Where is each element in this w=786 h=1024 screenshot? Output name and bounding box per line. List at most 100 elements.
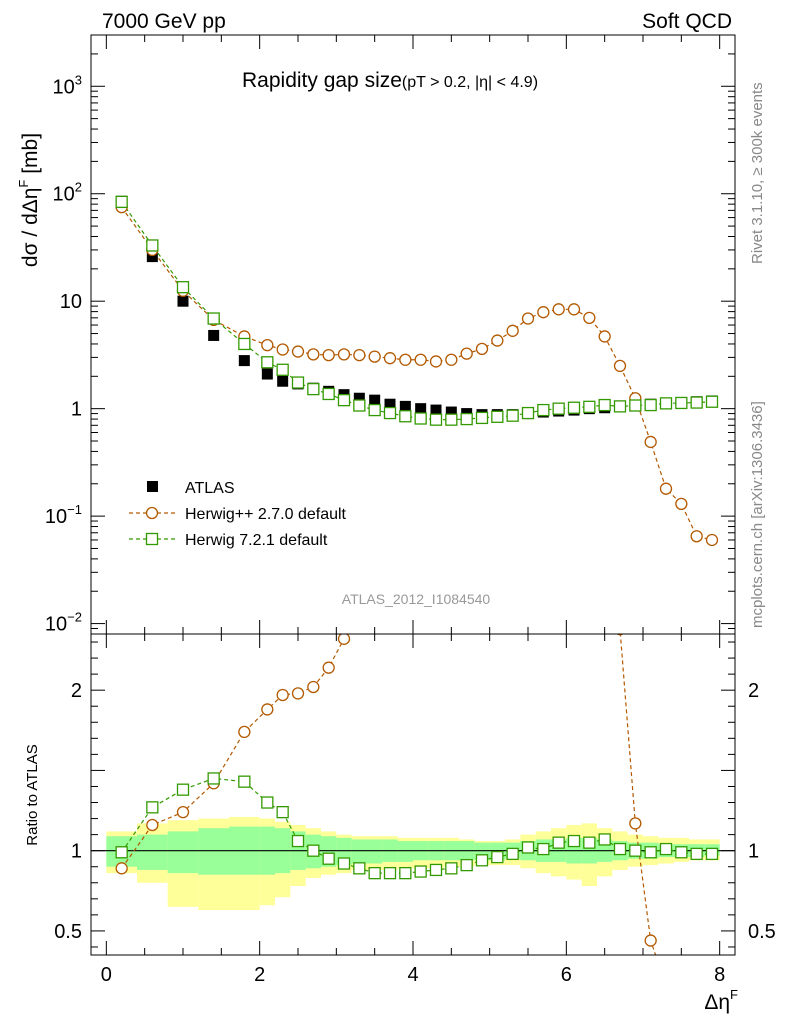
point-herwig-2-7-0-default [383,352,397,365]
process-label: Soft QCD [642,10,732,33]
legend-label-atlas: ATLAS [185,480,235,497]
point-atlas [146,251,158,263]
ratio-point-herwig-7-2-1-default [276,806,289,819]
ratio-point-herwig-7-2-1-default [414,865,427,878]
ratio-point-herwig-7-2-1-default [675,846,688,859]
ratio-point-herwig-7-2-1-default [690,847,703,861]
ratio-y-tick-label-right: 0.5 [748,921,776,943]
ratio-point-herwig-7-2-1-default [146,801,159,814]
ratio-point-herwig-7-2-1-default [491,850,504,864]
axis-tick-labels: 0 2 4 6 8 10−2 10−1 1 10 102 103 0.5 0.5 1 1 2 2 [45,72,776,986]
ratio-point-herwig-2-7-0-default [307,680,320,694]
point-herwig-2-7-0-default [491,334,504,347]
ratio-point-herwig-7-2-1-default [261,796,274,809]
y-tick-label: 10−2 [45,610,82,636]
x-axis-label-sup: F [730,987,738,1002]
ratio-point-herwig-2-7-0-default [276,688,289,702]
main-series-layer [115,195,719,547]
ratio-point-herwig-7-2-1-default [583,836,596,849]
ratio-point-herwig-2-7-0-default [261,703,274,716]
ratio-point-herwig-7-2-1-default [115,846,128,859]
plot-title: Rapidity gap size(pT > 0.2, |η| < 4.9) [242,69,538,92]
ratio-point-herwig-7-2-1-default [460,858,473,872]
analysis-label: ATLAS_2012_I1084540 [342,591,491,607]
plot-title-main: Rapidity gap size [242,69,402,92]
ratio-point-herwig-7-2-1-default [291,834,305,848]
point-herwig-7-2-1-default [322,387,335,401]
ratio-y-axis-label: Ratio to ATLAS [24,744,41,845]
point-herwig-2-7-0-default [583,311,596,324]
point-herwig-7-2-1-default [276,363,289,376]
series-line-herwig-7-2-1-default [121,201,713,421]
point-herwig-2-7-0-default [276,343,289,356]
point-herwig-2-7-0-default [705,533,719,547]
x-tick-label: 8 [714,964,725,986]
ratio-point-herwig-7-2-1-default [176,783,190,796]
point-herwig-7-2-1-default [176,281,190,294]
mcplots-label: mcplots.cern.ch [arXiv:1306.3436] [749,401,766,628]
point-herwig-2-7-0-default [475,342,489,356]
point-herwig-2-7-0-default [460,347,473,360]
ratio-y-tick-label-right: 1 [748,841,759,863]
point-herwig-2-7-0-default [291,345,305,358]
point-atlas [353,392,365,404]
ratio-point-herwig-7-2-1-default [705,847,719,861]
ratio-point-herwig-7-2-1-default [238,775,251,788]
ratio-point-herwig-7-2-1-default [644,846,657,859]
ratio-point-herwig-2-7-0-default [644,934,657,947]
point-herwig-7-2-1-default [675,396,688,410]
point-herwig-2-7-0-default [368,350,381,363]
y-axis-label: dσ / dΔηF [mb] [16,133,42,267]
legend-marker-herwigpp [145,506,159,520]
ratio-point-herwig-7-2-1-default [552,836,565,849]
legend-label-herwigpp: Herwig++ 2.7.0 default [185,506,347,523]
ratio-point-herwig-7-2-1-default [322,852,335,865]
ratio-point-herwig-2-7-0-default [477,364,488,375]
point-herwig-2-7-0-default [414,353,427,366]
point-herwig-7-2-1-default [383,406,397,420]
point-herwig-7-2-1-default [307,382,320,396]
point-herwig-7-2-1-default [460,412,473,426]
x-axis-label-text: Δη [704,991,730,1014]
point-herwig-2-7-0-default [399,353,412,366]
point-atlas [261,368,273,380]
point-atlas [384,398,396,410]
point-atlas [277,375,289,387]
point-herwig-2-7-0-default [659,482,673,495]
ratio-band-inner [167,831,199,874]
point-herwig-2-7-0-default [429,355,443,368]
legend: ATLAS Herwig++ 2.7.0 default Herwig 7.2.… [129,480,347,549]
x-tick-label: 4 [407,964,418,986]
point-herwig-7-2-1-default [567,401,581,414]
point-herwig-7-2-1-default [399,410,412,423]
ratio-band-inner [367,839,383,864]
energy-label: 7000 GeV pp [102,10,226,33]
point-herwig-7-2-1-default [491,410,504,423]
x-tick-label: 0 [101,964,112,986]
y-tick-label: 10−1 [45,502,82,528]
point-herwig-7-2-1-default [429,413,443,426]
point-herwig-2-7-0-default [307,348,320,361]
ratio-point-herwig-7-2-1-default [207,772,220,785]
ratio-band-inner [351,839,367,864]
ratio-point-herwig-2-7-0-default [431,548,442,559]
point-herwig-2-7-0-default [445,353,458,366]
point-herwig-7-2-1-default [629,399,642,412]
y-axis-label-text: dσ / dΔη [19,188,42,268]
ratio-point-herwig-7-2-1-default [368,866,381,880]
point-herwig-2-7-0-default [322,348,335,362]
point-herwig-7-2-1-default [445,413,458,426]
ratio-point-herwig-7-2-1-default [506,847,519,861]
point-herwig-2-7-0-default [261,338,274,352]
point-herwig-2-7-0-default [552,303,565,316]
point-herwig-7-2-1-default [598,398,611,412]
point-herwig-2-7-0-default [675,497,688,511]
point-herwig-2-7-0-default [521,312,535,325]
ratio-point-herwig-7-2-1-default [475,854,489,867]
ratio-point-herwig-2-7-0-default [691,997,702,1008]
point-herwig-7-2-1-default [537,403,550,417]
ratio-point-herwig-2-7-0-default [446,524,457,535]
rivet-version-label: Rivet 3.1.10, ≥ 300k events [749,82,766,264]
ratio-point-herwig-7-2-1-default [307,844,320,857]
ratio-point-herwig-2-7-0-default [354,612,365,623]
